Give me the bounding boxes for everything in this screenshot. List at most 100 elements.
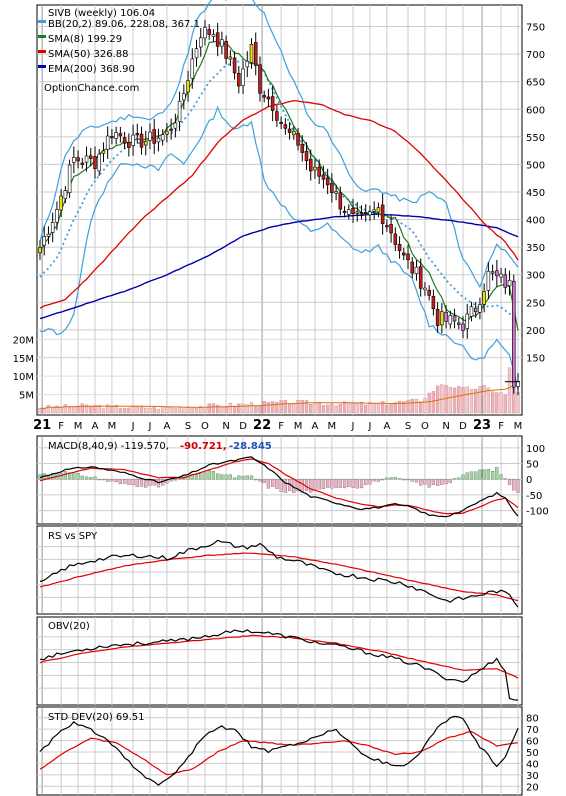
candle-body-109 <box>499 273 503 278</box>
x-tick-label-9: O <box>201 421 209 432</box>
volume-bar-52 <box>258 405 262 414</box>
candle-body-102 <box>469 306 474 317</box>
volume-bar-77 <box>364 404 368 414</box>
g-std-tick-1: 70 <box>526 725 539 736</box>
macd-histogram-bar-85 <box>397 478 402 480</box>
x-tick-label-25: F <box>498 421 504 432</box>
x-tick-label-5: J <box>131 421 135 432</box>
rs-title: RS vs SPY <box>48 531 98 542</box>
macd-histogram-bar-61 <box>296 479 300 492</box>
macd-histogram-bar-14 <box>97 479 101 481</box>
macd-histogram-bar-110 <box>503 478 507 480</box>
candle-body-50 <box>249 44 254 63</box>
macd-histogram-bar-13 <box>93 476 97 480</box>
volume-bar-36 <box>190 406 194 414</box>
candle-body-64 <box>308 158 313 172</box>
macd-histogram-bar-105 <box>482 469 486 480</box>
candle-body-63 <box>304 151 309 162</box>
volume-bar-74 <box>351 402 355 414</box>
macd-histogram-bar-64 <box>309 479 313 493</box>
macd-histogram-bar-18 <box>114 479 118 483</box>
candle-body-48 <box>241 68 245 86</box>
volume-bar-11 <box>84 404 89 414</box>
x-tick-label-12: 22 <box>253 418 271 433</box>
volume-bar-12 <box>89 406 93 414</box>
candle-body-65 <box>313 166 317 171</box>
volume-bar-32 <box>173 407 178 414</box>
candle-body-61 <box>296 132 300 146</box>
candle-body-57 <box>279 121 283 125</box>
candle-body-11 <box>84 155 89 163</box>
candle-body-97 <box>448 315 453 325</box>
macd-histogram-bar-79 <box>372 479 376 482</box>
candle-body-49 <box>245 60 250 68</box>
volume-bar-50 <box>249 402 254 414</box>
macd-histogram-bar-56 <box>275 479 279 489</box>
volume-bar-17 <box>110 405 114 414</box>
volume-bar-66 <box>317 402 321 414</box>
volume-bar-26 <box>148 407 152 414</box>
volume-average-line <box>39 384 518 409</box>
candle-body-25 <box>143 140 148 146</box>
candle-body-62 <box>300 143 305 153</box>
macd-histogram-bar-38 <box>199 473 203 480</box>
sma8-line <box>39 40 519 331</box>
candle-body-8 <box>72 157 76 163</box>
rs-ma-line <box>39 552 519 602</box>
macd-histogram-bar-54 <box>266 479 271 489</box>
candle-body-81 <box>380 204 385 225</box>
volume-bar-44 <box>224 406 228 414</box>
x-tick-label-19: A <box>383 421 390 432</box>
candle-body-34 <box>182 93 186 101</box>
x-tick-label-4: M <box>108 421 117 432</box>
volume-bar-27 <box>152 406 156 414</box>
ticker-label: SIVB (weekly) 106.04 <box>48 8 155 19</box>
volume-bar-105 <box>482 385 486 414</box>
watermark: OptionChance.com <box>44 83 139 94</box>
macd-histogram-bar-91 <box>423 479 427 485</box>
volume-bar-45 <box>228 402 233 414</box>
g-macd-tick-0: 100 <box>526 444 545 455</box>
macd-histogram-bar-12 <box>89 477 93 480</box>
volume-bar-111 <box>507 367 512 414</box>
macd-histogram-bar-21 <box>127 479 131 485</box>
candle-body-52 <box>258 64 262 94</box>
volume-bar-63 <box>304 400 309 414</box>
candle-body-33 <box>177 100 182 122</box>
price-axis-ticks: 150 200 250 300 350 400 450 500 550 600 650 700 750 <box>526 23 545 365</box>
g-macd-tick-2: 0 <box>526 475 532 486</box>
macd-histogram-bar-27 <box>152 479 156 486</box>
volume-bar-23 <box>135 406 139 414</box>
volume-bar-75 <box>355 403 359 414</box>
volume-bars <box>38 342 520 414</box>
macd-histogram-bar-39 <box>203 472 207 480</box>
macd-histogram-bar-48 <box>241 475 245 480</box>
x-tick-label-1: F <box>58 421 64 432</box>
x-tick-label-2: M <box>74 421 83 432</box>
macd-histogram-bar-104 <box>478 469 482 480</box>
macd-histogram-bar-11 <box>84 476 89 480</box>
candle-body-85 <box>397 243 402 252</box>
candle-body-68 <box>325 177 330 186</box>
legend-entry-0: BB(20,2) 89.06, 228.08, 367.1 <box>48 19 200 30</box>
candle-body-96 <box>444 311 448 322</box>
candle-body-46 <box>232 57 237 74</box>
legend-swatch-0 <box>38 20 46 23</box>
volume-bar-5 <box>59 407 63 414</box>
candle-body-111 <box>507 279 512 287</box>
candle-body-90 <box>418 266 423 289</box>
volume-bar-64 <box>309 403 313 414</box>
macd-histogram-bar-20 <box>122 479 127 484</box>
volume-bar-33 <box>177 406 182 414</box>
volume-bar-41 <box>211 403 216 414</box>
macd-histogram-bar-111 <box>507 479 512 485</box>
obv-title: OBV(20) <box>48 621 90 632</box>
candle-body-16 <box>105 135 110 150</box>
candle-body-6 <box>63 190 68 199</box>
volume-bar-31 <box>169 406 173 414</box>
volume-bar-18 <box>114 405 118 414</box>
g-std-tick-5: 30 <box>526 771 539 782</box>
macd-line <box>39 456 519 518</box>
volume-bar-79 <box>372 403 376 414</box>
